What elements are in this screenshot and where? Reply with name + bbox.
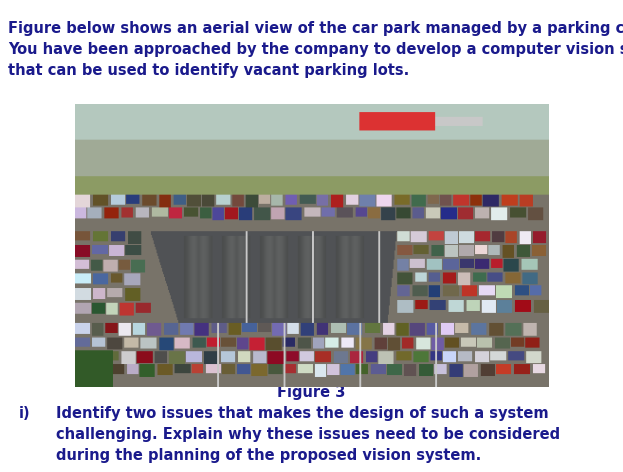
Text: Figure below shows an aerial view of the car park managed by a parking company.
: Figure below shows an aerial view of the… bbox=[8, 21, 623, 78]
Text: Figure 3: Figure 3 bbox=[277, 385, 346, 400]
Text: Identify two issues that makes the design of such a system
challenging. Explain : Identify two issues that makes the desig… bbox=[56, 406, 560, 463]
Text: i): i) bbox=[19, 406, 31, 421]
